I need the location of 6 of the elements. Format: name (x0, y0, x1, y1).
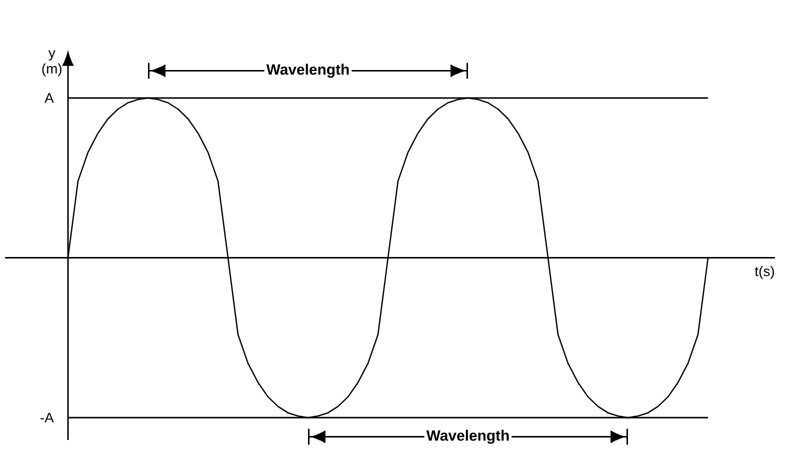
text: Wavelength (426, 430, 509, 444)
ref-line-label: -A (40, 412, 54, 422)
y-axis-title: y (m) (42, 50, 62, 76)
ref-line-label: A (44, 93, 54, 103)
x-axis-title: t(s) (754, 266, 774, 279)
text: Wavelength (266, 64, 349, 78)
